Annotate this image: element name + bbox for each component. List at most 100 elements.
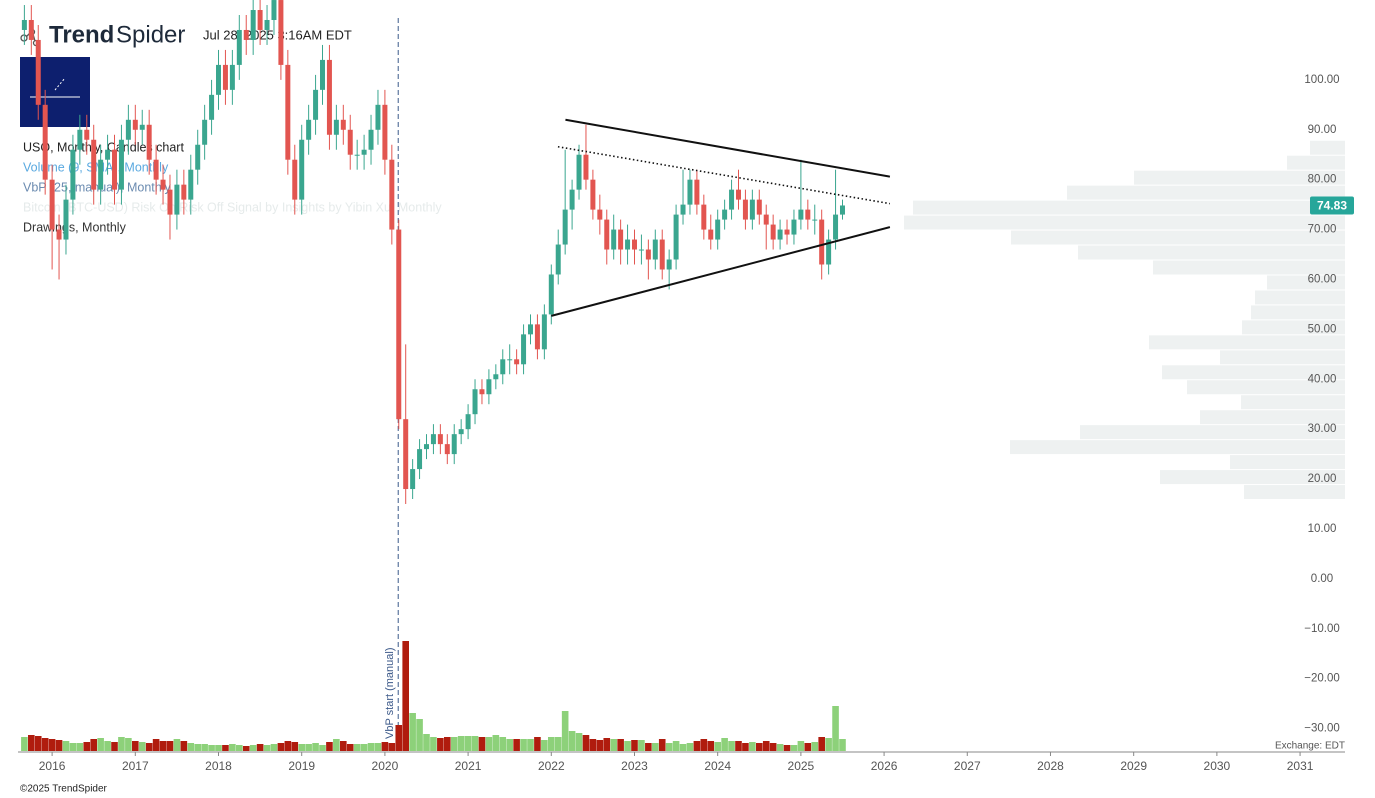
candle-body: [805, 209, 811, 220]
candle-body: [770, 224, 776, 240]
legend-entry: Drawings, Monthly: [23, 220, 127, 234]
candle-body: [507, 359, 513, 361]
volume-bar: [367, 743, 375, 751]
indicator-logo: [20, 57, 90, 127]
candle-body: [659, 239, 665, 270]
volume-bar: [575, 733, 583, 751]
indicator-logo-mark: [54, 77, 66, 91]
vbp-start-label: VbP start (manual): [384, 647, 396, 739]
volume-bar: [270, 744, 278, 751]
candle-body: [340, 119, 346, 130]
vbp-bar: [1080, 425, 1345, 440]
candle-body: [49, 179, 55, 230]
candle-body: [826, 239, 832, 265]
candle-body: [160, 179, 166, 190]
candle-body: [417, 449, 423, 470]
volume-bar: [478, 737, 486, 751]
candle-body: [465, 414, 471, 430]
candle-body: [729, 189, 735, 210]
vbp-bar: [1134, 170, 1345, 185]
volume-bar: [256, 744, 264, 751]
volume-bar: [693, 741, 701, 751]
candle-body: [527, 324, 533, 335]
x-tick-label: 2020: [372, 759, 399, 773]
volume-bar: [402, 641, 410, 751]
volume-bar: [624, 741, 631, 751]
volume-bar: [437, 738, 444, 751]
volume-bar: [41, 738, 49, 751]
candle-body: [91, 139, 97, 190]
candle-body: [195, 144, 201, 170]
volume-bar: [658, 739, 666, 751]
vbp-bar: [1241, 395, 1345, 410]
volume-bar: [596, 740, 604, 751]
candle-body: [216, 64, 222, 95]
candle-body: [250, 10, 256, 40]
volume-bar: [832, 706, 839, 751]
volume-bar: [381, 742, 389, 751]
vbp-bar: [1287, 155, 1345, 170]
timestamp: Jul 28, 2025 3:16AM EDT: [203, 27, 352, 42]
candle-body: [597, 209, 603, 220]
volume-bar: [208, 745, 215, 751]
candle-body: [562, 209, 568, 245]
candle-body: [493, 374, 499, 380]
candle-body: [819, 219, 825, 265]
candle-body: [132, 119, 138, 130]
volume-bar: [83, 742, 91, 751]
volume-bar: [679, 744, 687, 751]
volume-bar: [721, 738, 728, 751]
candle-body: [21, 19, 27, 30]
candle-body: [839, 205, 845, 215]
y-tick-label: 10.00: [1308, 523, 1337, 535]
vbp-bar: [1160, 470, 1345, 485]
vbp-bar: [1011, 230, 1345, 245]
volume-bar: [48, 739, 56, 751]
candle-body: [333, 119, 339, 135]
y-tick-label: 20.00: [1308, 473, 1337, 485]
candle-body: [118, 139, 124, 190]
volume-bar: [277, 743, 285, 751]
volume-bar: [776, 744, 784, 751]
volume-bar: [651, 743, 659, 751]
volume-bar: [249, 745, 257, 751]
candle-body: [326, 59, 332, 135]
candle-body: [313, 89, 319, 120]
x-tick-label: 2022: [538, 759, 565, 773]
volume-bar: [769, 743, 777, 751]
candle-body: [139, 124, 145, 130]
candle-body: [541, 314, 547, 350]
candle-body: [396, 229, 402, 420]
volume-bar: [166, 741, 174, 751]
copyright: ©2025 TrendSpider: [20, 784, 108, 795]
candle-body: [583, 154, 589, 180]
trendline: [565, 118, 891, 178]
volume-bar: [547, 737, 555, 751]
volume-bar: [34, 736, 42, 751]
candle-body: [181, 184, 187, 200]
candle-body: [680, 204, 686, 215]
volume-bar: [340, 741, 347, 751]
candle-body: [63, 199, 69, 240]
volume-bar: [617, 739, 624, 751]
vbp-bar: [1067, 185, 1345, 200]
volume-bar: [610, 739, 617, 751]
legend-entry: Bitcoin (BTC-USD) Risk On/Risk Off Signa…: [23, 200, 442, 214]
y-tick-label: 0.00: [1311, 573, 1333, 585]
volume-bar: [443, 737, 451, 751]
volume-bar: [21, 737, 28, 751]
candle-body: [292, 159, 298, 200]
candle-body: [236, 29, 242, 65]
candle-body: [638, 249, 644, 251]
price-tag-label: 74.83: [1317, 199, 1347, 213]
candle-body: [403, 419, 409, 490]
candle-body: [652, 239, 658, 260]
volume-bar: [180, 741, 188, 751]
candle-body: [410, 469, 416, 490]
volume-bar: [132, 741, 139, 751]
candle-body: [798, 209, 804, 220]
volume-bar: [755, 743, 763, 751]
volume-bar: [263, 745, 271, 751]
candle-body: [500, 359, 506, 375]
candle-body: [673, 214, 679, 260]
